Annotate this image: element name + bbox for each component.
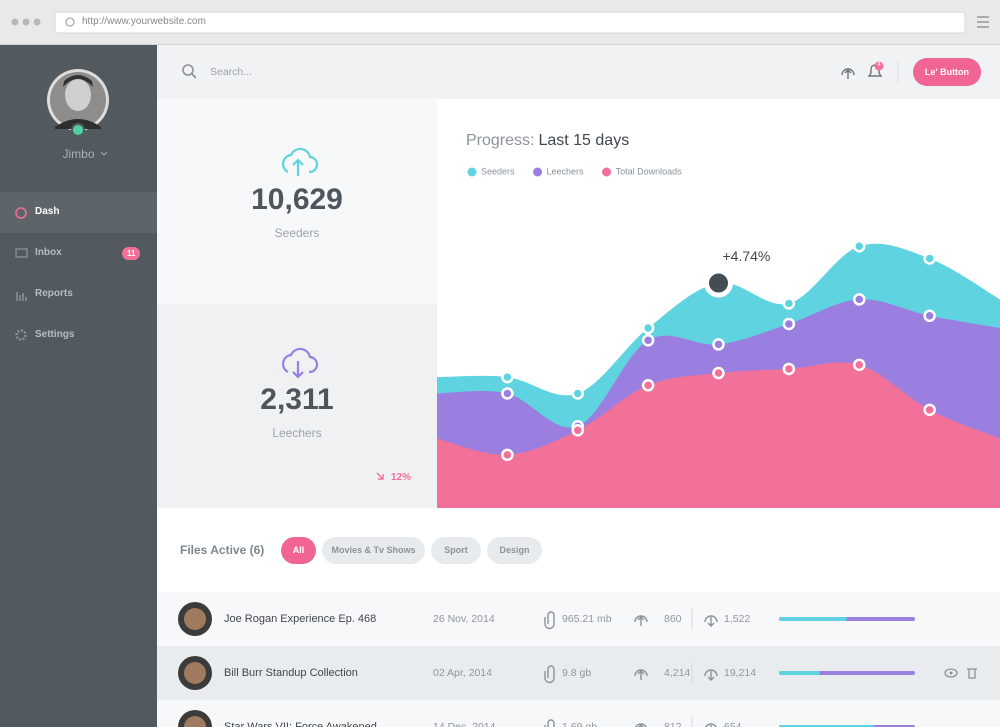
- nav-label: Settings: [35, 329, 75, 340]
- stat-label: Seeders: [274, 226, 320, 240]
- user-name[interactable]: Jimbo: [62, 147, 95, 161]
- legend-label: Total Downloads: [616, 166, 683, 176]
- file-row[interactable]: Bill Burr Standup Collection 02 Apr, 2014…: [157, 646, 1000, 700]
- filter-pill[interactable]: Movies & Tv Shows: [322, 537, 425, 564]
- chart-title: Progress:: [466, 132, 534, 149]
- data-point: [923, 309, 936, 323]
- file-downloads: 654: [724, 721, 742, 727]
- data-point: [923, 252, 936, 265]
- primary-button[interactable]: Le' Button: [924, 67, 970, 77]
- data-point: [712, 366, 725, 380]
- data-point: [641, 379, 655, 392]
- filter-pill[interactable]: Design: [487, 537, 542, 564]
- file-downloads: 1,522: [724, 613, 751, 625]
- data-point: [782, 297, 796, 310]
- progress-bar: [779, 671, 820, 675]
- legend-label: Seeders: [481, 166, 515, 176]
- notification-count: 4: [877, 62, 881, 68]
- highlight-point: [704, 268, 733, 298]
- stat-label: Leechers: [272, 426, 322, 440]
- nav-label: Dash: [35, 206, 60, 217]
- data-point: [501, 387, 514, 400]
- file-size: 1.69 gb: [562, 721, 598, 727]
- data-point: [853, 293, 866, 306]
- stat-change: 12%: [391, 472, 412, 483]
- data-point: [782, 317, 796, 331]
- file-date: 26 Nov, 2014: [433, 613, 495, 625]
- data-point: [571, 387, 584, 400]
- header-icons: [182, 58, 981, 86]
- sidebar: [0, 45, 157, 727]
- data-point: [571, 424, 584, 437]
- nav-label: Reports: [35, 288, 73, 299]
- nav-item[interactable]: Reports: [0, 274, 157, 314]
- filter-pill[interactable]: All: [281, 537, 316, 564]
- url[interactable]: http://www.yourwebsite.com: [82, 16, 206, 27]
- data-point: [501, 448, 514, 462]
- nav-item[interactable]: Dash: [0, 192, 157, 232]
- file-row[interactable]: Star Wars VII: Force Awakened 14 Dec, 201…: [157, 700, 1000, 727]
- file-downloads: 19,214: [724, 667, 757, 679]
- data-point: [853, 358, 866, 372]
- data-point: [641, 334, 655, 347]
- search-input[interactable]: Search...: [210, 66, 253, 78]
- chart-subtitle: Last 15 days: [538, 132, 629, 149]
- file-name: Star Wars VII: Force Awakened: [224, 721, 377, 727]
- browser-icons: [11, 11, 989, 34]
- filter-pill[interactable]: Sport: [431, 537, 481, 564]
- file-name: Bill Burr Standup Collection: [224, 667, 358, 679]
- section-title: Files Active (6): [180, 543, 265, 557]
- nav-badge: 11: [122, 247, 141, 260]
- file-uploads: 4,214: [664, 667, 691, 679]
- stat-card: [157, 99, 437, 304]
- sidebar-icons: [0, 69, 157, 341]
- stat-value: 10,629: [251, 183, 343, 216]
- header: [157, 45, 1000, 99]
- row-icons: [178, 656, 977, 690]
- nav-item[interactable]: Settings: [0, 315, 157, 355]
- stat-value: 2,311: [260, 383, 334, 416]
- data-point: [641, 321, 655, 335]
- file-date: 02 Apr, 2014: [433, 667, 492, 679]
- stat-icons: [281, 147, 384, 480]
- chart: Progress: Last 15 days Seeders Leechers Tot…: [437, 132, 1000, 508]
- data-point: [501, 370, 514, 384]
- row-icons: [178, 602, 915, 636]
- file-date: 14 Dec, 2014: [433, 721, 496, 727]
- file-size: 965.21 mb: [562, 613, 612, 625]
- nav-label: Inbox: [35, 247, 62, 258]
- file-uploads: 812: [664, 721, 682, 727]
- chart-title: Progress: Last 15 days: [466, 132, 629, 149]
- file-row[interactable]: Joe Rogan Experience Ep. 468 26 Nov, 2014…: [157, 592, 1000, 646]
- data-point: [923, 403, 936, 417]
- data-point: [782, 362, 796, 376]
- progress-bar: [779, 617, 847, 621]
- area: [437, 362, 1000, 508]
- nav-item[interactable]: Inbox 11: [0, 233, 157, 273]
- stat-card: [157, 304, 437, 508]
- legend-swatch: [533, 167, 543, 177]
- legend-swatch: [602, 167, 612, 177]
- legend-label: Leechers: [547, 166, 585, 176]
- data-point: [853, 239, 866, 253]
- data-point: [712, 338, 725, 351]
- file-name: Joe Rogan Experience Ep. 468: [224, 613, 377, 625]
- annotation: +4.74%: [723, 248, 771, 264]
- file-size: 9.8 gb: [562, 667, 592, 679]
- legend-swatch: [467, 167, 477, 177]
- file-uploads: 860: [664, 613, 682, 625]
